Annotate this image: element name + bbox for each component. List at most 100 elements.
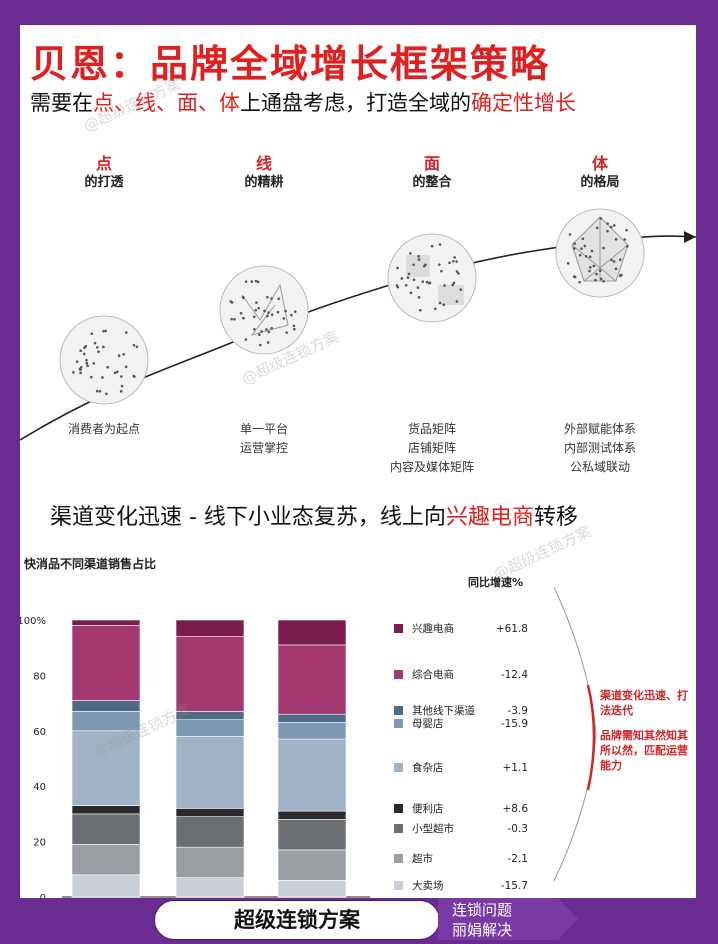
legend-swatch <box>394 854 403 863</box>
dot <box>412 278 416 282</box>
dot <box>566 262 570 265</box>
dot <box>79 371 82 375</box>
dot <box>95 389 99 393</box>
dot <box>584 255 588 258</box>
circle-point <box>59 315 149 405</box>
legend-growth-value: -15.7 <box>501 880 528 892</box>
dot <box>260 330 263 333</box>
dot <box>406 276 410 279</box>
bar-segment <box>277 819 347 851</box>
dot <box>396 266 399 270</box>
dot <box>85 358 88 362</box>
page-subtitle: 需要在点、线、面、体上通盘考虑，打造全域的确定性增长 <box>30 91 576 115</box>
dot <box>451 283 455 287</box>
legend-label: 母婴店 <box>412 717 444 730</box>
arrow-head <box>684 231 696 243</box>
dot <box>427 281 431 285</box>
dot <box>266 314 269 318</box>
dot <box>95 346 99 349</box>
dot <box>588 269 591 273</box>
dot <box>105 392 108 396</box>
dot <box>89 375 93 379</box>
dot <box>75 360 79 363</box>
dot <box>135 345 139 349</box>
dot <box>263 309 266 313</box>
dot <box>409 291 413 295</box>
dot <box>282 317 286 320</box>
dot <box>230 317 233 321</box>
dot <box>598 269 602 273</box>
dot <box>293 327 296 331</box>
dot <box>580 247 583 250</box>
dot <box>409 252 412 255</box>
chart-title: 快消品不同渠道销售占比 <box>24 557 157 571</box>
legend-swatch <box>394 706 403 715</box>
dot <box>606 229 609 233</box>
dot <box>290 313 293 317</box>
dot <box>86 364 89 368</box>
dot <box>438 243 442 246</box>
dot <box>443 284 446 287</box>
legend-growth-value: -12.4 <box>501 669 528 681</box>
dot <box>417 295 421 299</box>
footer-tag-arrow <box>438 898 578 940</box>
dot <box>595 272 598 276</box>
stage-line-sub: 的精耕 <box>244 175 284 190</box>
dot <box>239 311 243 315</box>
dot <box>602 246 605 250</box>
dot <box>101 376 104 379</box>
dot <box>270 297 273 300</box>
dot <box>257 306 261 310</box>
dot <box>102 329 105 333</box>
dot <box>412 263 415 267</box>
stage-point-sub: 的打透 <box>84 175 124 190</box>
dot <box>417 255 420 258</box>
dot <box>285 331 288 334</box>
dot <box>625 228 628 232</box>
dot <box>102 345 105 349</box>
footer-tag-text: 连锁问题 丽娟解决 <box>452 901 513 939</box>
dot <box>253 327 256 331</box>
dot <box>277 297 281 301</box>
dot <box>79 368 82 371</box>
y-tick-label: 0 <box>40 893 46 898</box>
dot <box>448 261 451 265</box>
dot <box>453 256 456 259</box>
bar-segment <box>71 700 141 712</box>
legend-swatch <box>394 804 403 813</box>
dot <box>97 350 100 353</box>
annotation-1: 渠道变化迅速、打法迭代 <box>600 689 688 717</box>
dot <box>400 277 404 280</box>
legend-swatch <box>394 719 403 728</box>
dot <box>612 260 616 263</box>
stage-line-head: 线 <box>255 154 272 173</box>
dot <box>619 274 622 277</box>
dot <box>270 313 274 316</box>
dot <box>256 280 260 284</box>
bar-segment <box>175 846 245 878</box>
channel-headline: 渠道变化迅速 - 线下小业态复苏，线上向兴趣电商转移 <box>50 505 578 530</box>
dot <box>614 267 618 271</box>
dot <box>104 329 107 333</box>
dot <box>455 270 459 273</box>
bar-segment <box>175 808 245 817</box>
dot <box>93 341 97 345</box>
legend-swatch <box>394 824 403 833</box>
scatter-dots <box>72 217 629 396</box>
legend-label: 食杂店 <box>412 761 444 774</box>
footer-button[interactable]: 超级连锁方案 <box>154 900 440 940</box>
dot <box>609 225 613 229</box>
dot <box>119 390 123 393</box>
dot <box>270 326 274 330</box>
dot <box>407 272 411 276</box>
dot <box>120 375 123 378</box>
bar-segment <box>71 730 141 806</box>
dot <box>459 288 463 291</box>
dot <box>572 247 576 250</box>
stage-point-body: 消费者为起点 <box>67 422 140 436</box>
dot <box>242 316 245 320</box>
annotation-2: 品牌需知其然知其所以然，匹配运营能力 <box>600 729 688 772</box>
dot <box>590 249 594 253</box>
dot <box>430 244 434 248</box>
bar-segment <box>277 722 347 740</box>
